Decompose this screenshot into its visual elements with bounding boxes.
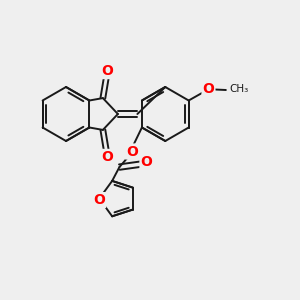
Text: CH₃: CH₃ [230, 84, 249, 94]
Text: O: O [202, 82, 214, 96]
Text: O: O [101, 64, 113, 78]
Text: O: O [126, 145, 138, 158]
Text: O: O [93, 193, 105, 207]
Text: O: O [140, 155, 152, 169]
Text: O: O [101, 150, 113, 164]
